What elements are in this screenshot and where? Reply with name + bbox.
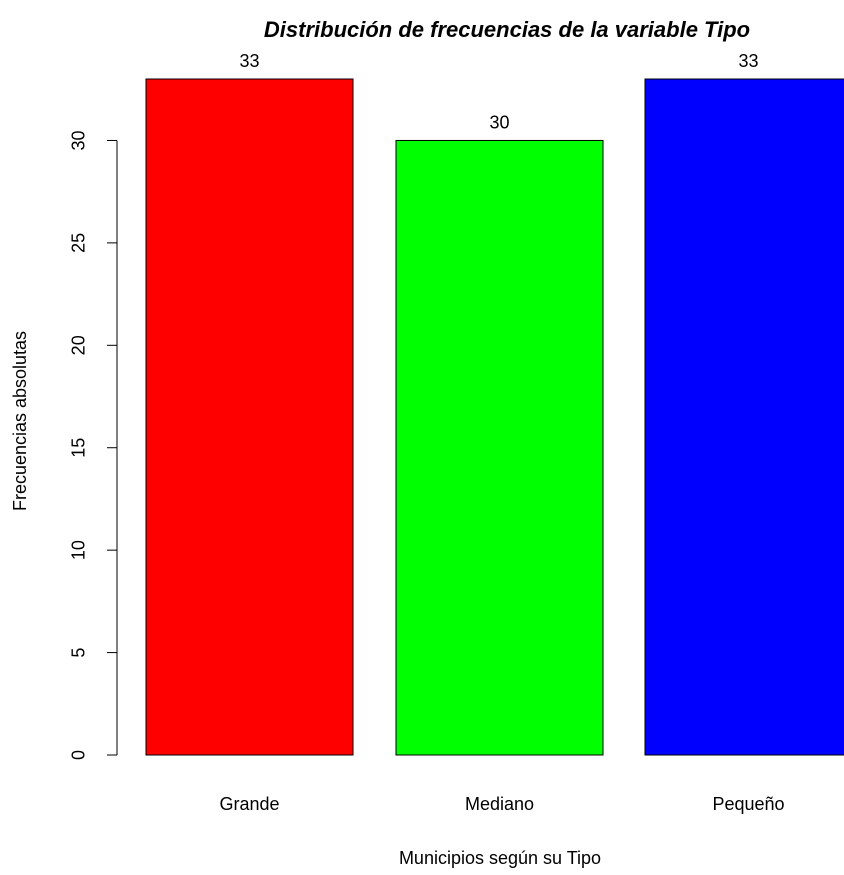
value-label: 33 <box>738 51 758 71</box>
value-label: 30 <box>489 112 509 132</box>
value-labels-group: 33 30 33 <box>239 51 758 132</box>
bars-group <box>145 78 844 756</box>
x-tick-label: Mediano <box>465 794 534 814</box>
y-tick-label: 25 <box>68 233 88 253</box>
x-axis-label: Municipios según su Tipo <box>399 848 601 868</box>
y-axis-label: Frecuencias absolutas <box>10 331 30 511</box>
y-tick-label: 15 <box>68 438 88 458</box>
y-tick-label: 10 <box>68 540 88 560</box>
y-axis: 0 5 10 15 20 25 30 <box>68 130 118 760</box>
y-tick-label: 30 <box>68 130 88 150</box>
y-tick-label: 0 <box>68 750 88 760</box>
value-label: 33 <box>239 51 259 71</box>
x-tick-label: Grande <box>219 794 279 814</box>
bar-mediano <box>395 139 604 756</box>
bar-pequeño <box>644 78 844 756</box>
x-tick-label: Pequeño <box>712 794 784 814</box>
x-tick-labels-group: Grande Mediano Pequeño <box>219 794 784 814</box>
chart-title: Distribución de frecuencias de la variab… <box>264 17 750 42</box>
y-tick-label: 5 <box>68 648 88 658</box>
y-tick-label: 20 <box>68 335 88 355</box>
bar-grande <box>145 78 354 756</box>
